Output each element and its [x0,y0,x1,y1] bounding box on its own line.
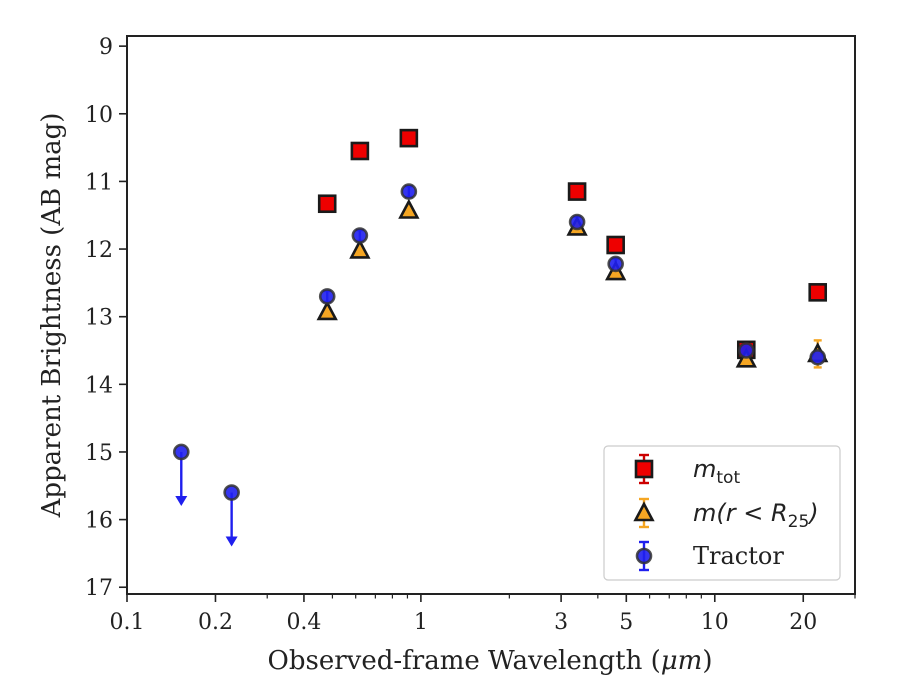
x-axis: 0.1 0.2 0.4 1 3 5 10 20 [110,594,856,635]
legend: mtot m(r < R25) Tractor [603,445,841,581]
series-0-point-2 [399,128,419,148]
series-2-point-1 [223,484,240,501]
y-tick-label-4: 13 [85,306,113,331]
legend-box [603,445,841,581]
y-tick-label-6: 15 [85,441,113,466]
series-2-point-5 [568,213,586,231]
legend-marker-2 [635,547,653,565]
series-1-point-2 [398,198,420,219]
legend-marker-1 [633,501,655,522]
legend-label-base-1: m(r < R [693,499,788,527]
y-tick-label-2: 11 [85,170,113,195]
y-tick-label-8: 17 [85,576,113,601]
x-tick-label-2: 0.4 [286,610,321,635]
x-tick-label-6: 10 [701,610,729,635]
y-axis: 9 10 11 12 13 14 15 16 17 [85,35,127,601]
series-2-point-4 [400,183,418,200]
y-tick-label-5: 14 [85,373,113,398]
series-0-point-1 [350,141,370,161]
legend-entries: mtot m(r < R25) Tractor [633,453,819,572]
series-0-point-4 [606,235,625,255]
legend-label-1: m(r < R25) [693,499,819,532]
x-axis-title-end: ) [702,646,712,676]
x-axis-title: Observed-frame Wavelength (μm) [268,646,713,676]
series-2-limit-arrow-0 [175,495,188,506]
y-tick-label-3: 12 [85,238,113,263]
legend-label-sub-1: 25 [788,512,810,532]
legend-marker-0 [634,459,654,479]
x-axis-title-unit: μm [661,646,703,676]
x-axis-title-text: Observed-frame Wavelength ( [268,646,661,676]
legend-label-end-1: ) [807,499,818,527]
series-2-point-3 [351,227,369,244]
series-2-point-0 [172,443,190,461]
series-2-limit-arrow-1 [225,536,238,547]
series-2-point-6 [607,255,624,273]
y-axis-title: Apparent Brightness (AB mag) [37,113,67,519]
x-tick-label-4: 3 [554,610,568,635]
y-tick-label-0: 9 [99,35,113,60]
x-tick-label-7: 20 [789,610,817,635]
series-0-point-0 [317,194,337,214]
x-tick-label-5: 5 [619,610,633,635]
legend-label-sub-0: tot [716,468,740,488]
x-tick-label-0: 0.1 [110,610,145,635]
series-1-point-1 [349,238,371,259]
x-tick-label-3: 1 [414,610,428,635]
series-2-point-2 [318,288,336,305]
series-0-point-6 [808,283,828,302]
series-0-point-3 [567,182,587,201]
series-2-point-7 [737,342,755,359]
legend-label-2: Tractor [693,542,784,570]
legend-label-base-0: m [693,455,716,483]
plot-frame [126,35,856,595]
data-markers [172,128,829,501]
y-tick-label-1: 10 [85,103,113,128]
series-2-point-8 [809,348,827,366]
series-1-point-0 [316,300,338,321]
legend-label-base-2: Tractor [693,542,784,570]
legend-label-0: mtot [693,455,740,488]
y-tick-label-7: 16 [85,509,113,534]
x-tick-label-1: 0.2 [198,610,233,635]
plot-area [126,35,856,595]
